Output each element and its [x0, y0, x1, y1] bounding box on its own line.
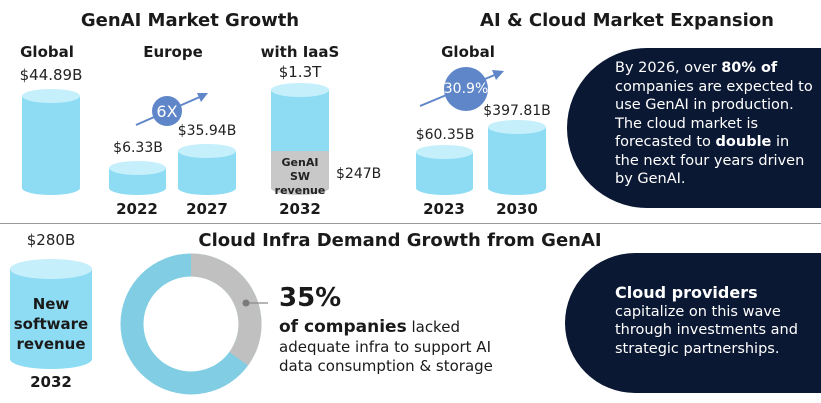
callout-text: By 2026, over 80% of companies are expec… [615, 59, 815, 189]
callout-text-4: in the next four years driven by GenAI. [615, 134, 805, 187]
software-revenue-cylinder: New software revenue [10, 259, 92, 369]
genai-sw-revenue-label: GenAI SW revenue [274, 156, 326, 197]
cloud-providers-line-2: through investments and [615, 322, 798, 338]
cloud-global-label: Global [441, 43, 495, 61]
genai-sw-revenue-value: $247B [336, 166, 382, 182]
callout-bold-2: double [715, 134, 772, 150]
infra-donut-chart [120, 253, 262, 395]
donut-text-3: data consumption & storage [279, 357, 493, 375]
year-2030: 2030 [496, 200, 538, 218]
cloud-growth-badge: 30.9% [444, 67, 488, 111]
cloud-2023-value: $60.35B [415, 127, 475, 143]
cloud-providers-callout: Cloud providers capitalize on this wave … [565, 253, 821, 393]
cloud-2023-cylinder [416, 145, 473, 195]
europe-2027-cylinder [178, 144, 236, 195]
iaas-cylinder: GenAI SW revenue [271, 83, 329, 197]
global-value: $44.89B [19, 66, 83, 84]
year-2027: 2027 [186, 200, 228, 218]
cloud-2030-value: $397.81B [483, 103, 551, 119]
cloud-infra-title: Cloud Infra Demand Growth from GenAI [198, 230, 602, 251]
donut-segment-lacked-infra [120, 253, 262, 395]
software-revenue-value: $280B [26, 231, 76, 249]
software-line-2: software [13, 315, 89, 333]
donut-description: of companies lacked adequate infra to su… [279, 317, 493, 377]
year-2032: 2032 [279, 200, 321, 218]
section-divider [0, 223, 821, 224]
genai-adoption-callout: By 2026, over 80% of companies are expec… [567, 48, 821, 208]
cloud-2030-cylinder [488, 120, 546, 195]
software-year: 2032 [30, 373, 72, 391]
europe-2022-cylinder [109, 161, 166, 195]
donut-text-2: adequate infra to support AI [279, 337, 491, 356]
donut-text-1: lacked [406, 318, 460, 336]
iaas-total-value: $1.3T [278, 63, 322, 81]
ai-cloud-expansion-title: AI & Cloud Market Expansion [480, 10, 774, 31]
europe-label: Europe [143, 43, 203, 61]
callout-bold-1: 80% of [721, 60, 778, 76]
europe-2022-value: $6.33B [113, 140, 163, 156]
genai-market-growth-title: GenAI Market Growth [80, 10, 300, 31]
software-line-1: New [32, 295, 70, 313]
cloud-providers-bold: Cloud providers [615, 283, 758, 302]
year-2023: 2023 [423, 200, 465, 218]
callout-text-1: By 2026, over [615, 60, 722, 76]
europe-2027-value: $35.94B [177, 123, 237, 139]
cloud-providers-line-1: capitalize on this wave [615, 303, 781, 320]
donut-percent-label: 35% [279, 283, 342, 313]
year-2022: 2022 [116, 200, 158, 218]
cloud-providers-line-3: strategic partnerships. [615, 340, 780, 357]
europe-growth-badge: 6X [152, 96, 182, 126]
donut-leader-line [242, 299, 268, 307]
callout-text-3: The cloud market is forecasted to [615, 115, 759, 151]
iaas-label: with IaaS [260, 43, 340, 61]
callout-text-2: companies are expected to use GenAI in p… [615, 78, 813, 114]
software-line-3: revenue [16, 335, 86, 353]
global-cylinder [22, 89, 80, 195]
global-label: Global [20, 43, 74, 61]
donut-bold-text: of companies [279, 317, 407, 337]
